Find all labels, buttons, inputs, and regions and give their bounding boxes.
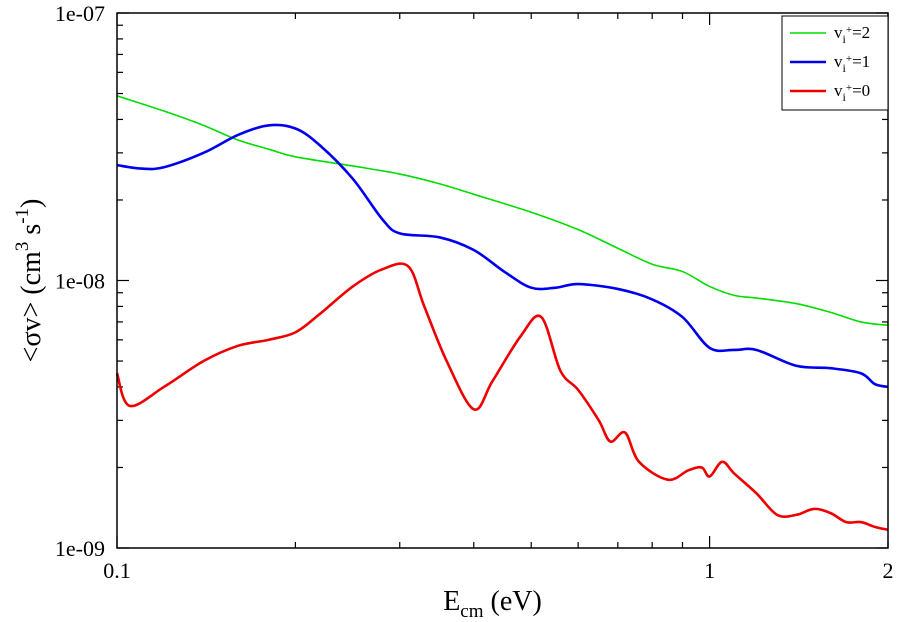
series-layer (115, 95, 889, 532)
legend-label-sub: i (843, 61, 847, 75)
y-tick-label: 1e-09 (55, 536, 105, 561)
y-axis-title-part1: <σv> (cm (16, 251, 47, 362)
y-axis-title-part2: s (16, 224, 47, 242)
x-axis-title: Ecm (eV) (443, 586, 542, 622)
y-axis-title-sup1: 3 (12, 242, 33, 252)
x-axis-title-sub: cm (460, 601, 483, 622)
legend-label: vi+=1 (834, 52, 870, 75)
minor-ticks (116, 12, 889, 549)
legend-label: vi+=2 (834, 23, 870, 46)
legend-item: vi+=0 (790, 81, 870, 104)
legend-label-sub: i (843, 32, 847, 46)
y-axis-title-sup2: -1 (12, 208, 33, 224)
series-line-v2 (116, 95, 889, 327)
legend-label-main: v (834, 81, 843, 100)
legend: vi+=2vi+=1vi+=0 (781, 15, 889, 111)
legend-item: vi+=1 (790, 52, 870, 75)
legend-label: vi+=0 (834, 81, 870, 104)
legend-label-value: =2 (852, 23, 870, 42)
y-tick-label: 1e-08 (55, 269, 105, 294)
series-line-v0 (115, 262, 889, 532)
tick-labels: 0.1 1 2 1e-09 1e-08 1e-07 (55, 1, 894, 583)
series-line-v1 (116, 123, 889, 389)
y-tick-label: 1e-07 (55, 1, 105, 26)
x-tick-label: 2 (883, 558, 894, 583)
legend-label-value: =0 (852, 81, 870, 100)
x-tick-label: 1 (704, 558, 715, 583)
legend-label-main: v (834, 52, 843, 71)
x-axis-title-main: E (443, 586, 460, 617)
y-axis-title: <σv> (cm3 s-1) (12, 199, 47, 363)
y-axis-title-part3: ) (16, 199, 47, 208)
legend-label-sup: + (846, 24, 852, 36)
legend-label-main: v (834, 23, 843, 42)
legend-label-sup: + (846, 53, 852, 65)
legend-label-sub: i (843, 90, 847, 104)
x-axis-title-rest: (eV) (484, 586, 542, 617)
legend-label-value: =1 (852, 52, 870, 71)
legend-item: vi+=2 (790, 23, 870, 46)
plot-frame (116, 12, 889, 549)
legend-label-sup: + (846, 82, 852, 94)
x-tick-label: 0.1 (103, 558, 131, 583)
